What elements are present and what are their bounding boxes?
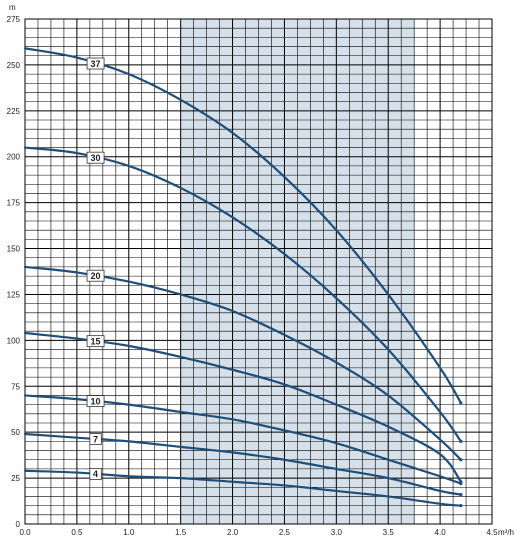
pump-curve-30 — [23, 146, 462, 443]
y-axis-unit-label: m — [9, 3, 16, 12]
curve-label-7: 7 — [93, 434, 98, 444]
x-tick-label: 1.5 — [175, 528, 187, 537]
curve-label-30: 30 — [91, 153, 101, 163]
y-tick-label: 25 — [11, 474, 20, 483]
curve-end-point — [459, 401, 463, 405]
plot-frame — [24, 18, 493, 525]
curve-end-point — [459, 439, 463, 443]
x-tick-label: 3.5 — [383, 528, 395, 537]
y-tick-label: 100 — [7, 336, 21, 345]
x-tick-label: 2.0 — [227, 528, 239, 537]
x-tick-label: 4.5 — [486, 528, 498, 537]
curve-label-4: 4 — [93, 469, 98, 479]
pump-curve-37 — [23, 47, 462, 404]
y-tick-label: 50 — [11, 428, 20, 437]
curve-end-point — [459, 482, 463, 486]
curve-label-box — [86, 395, 105, 408]
curve-label-box — [89, 468, 102, 480]
y-tick-label: 125 — [7, 290, 21, 299]
pump-curve-4 — [23, 469, 462, 507]
x-tick-label: 1.0 — [123, 528, 135, 537]
x-tick-label: 2.5 — [279, 528, 291, 537]
y-tick-label: 0 — [16, 520, 21, 529]
pump-curve-7 — [23, 432, 462, 496]
curve-label-37: 37 — [91, 59, 101, 69]
x-axis-unit-label: m³/h — [498, 528, 514, 537]
curve-end-point — [459, 458, 463, 462]
curve-end-point — [459, 504, 463, 508]
x-tick-label: 4.0 — [435, 528, 447, 537]
x-tick-label: 3.0 — [331, 528, 343, 537]
y-tick-label: 150 — [7, 245, 21, 254]
y-tick-label: 225 — [7, 107, 21, 116]
curve-end-point — [459, 493, 463, 497]
curve-labels: 37 30 20 15 10 7 4 — [86, 57, 105, 480]
curve-label-20: 20 — [91, 271, 101, 281]
x-tick-label: 0.5 — [71, 528, 83, 537]
y-tick-label: 275 — [7, 15, 21, 24]
axis-tick-labels: 0 25 50 75 100 125 150 175 200 225 250 275 0.0 0.5 1.0… — [7, 15, 498, 537]
y-tick-label: 200 — [7, 153, 21, 162]
curve-label-box — [86, 151, 105, 164]
curve-label-box — [89, 433, 102, 445]
y-tick-label: 75 — [11, 382, 20, 391]
y-tick-label: 250 — [7, 61, 21, 70]
curve-label-10: 10 — [91, 396, 101, 406]
curve-label-box — [86, 335, 105, 348]
curve-label-15: 15 — [91, 336, 101, 346]
y-tick-label: 175 — [7, 199, 21, 208]
curve-label-box — [86, 57, 105, 70]
curve-label-box — [86, 269, 105, 282]
x-tick-label: 0.0 — [19, 528, 31, 537]
